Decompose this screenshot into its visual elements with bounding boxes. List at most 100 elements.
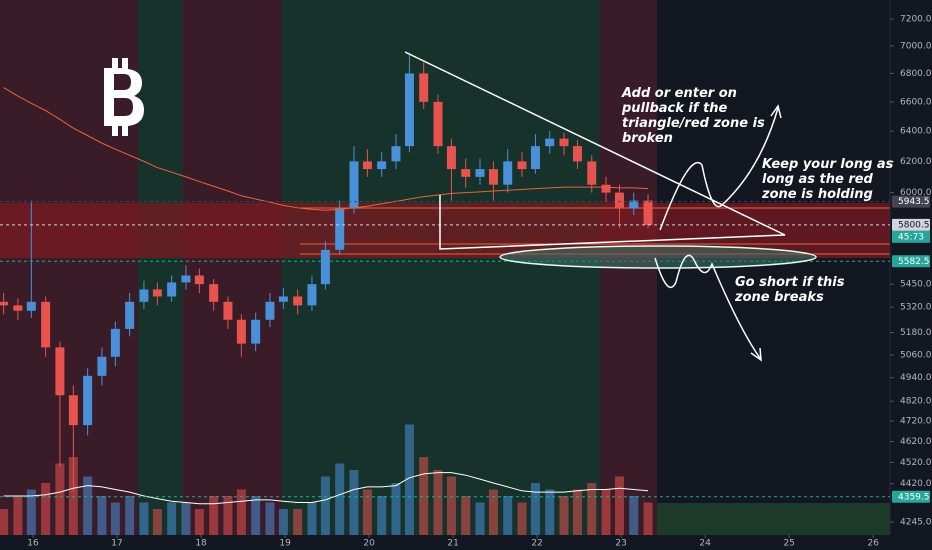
volume-bar bbox=[419, 457, 429, 535]
volume-bar bbox=[55, 463, 65, 535]
annotation: zone breaks bbox=[734, 290, 824, 305]
candle-body bbox=[41, 301, 51, 348]
price-label: 5800.5 bbox=[898, 220, 930, 230]
candle-body bbox=[55, 347, 65, 396]
y-tick-label: 5320.0 bbox=[900, 303, 932, 313]
volume-bar bbox=[278, 509, 288, 535]
volume-bar bbox=[97, 496, 107, 535]
volume-bar bbox=[587, 483, 597, 535]
volume-bar bbox=[41, 483, 51, 535]
x-tick-label: 24 bbox=[699, 539, 711, 549]
price-label-box bbox=[892, 195, 930, 208]
candle-body bbox=[236, 319, 246, 344]
candle-body bbox=[587, 161, 597, 185]
candle-body bbox=[293, 296, 303, 306]
candle-body bbox=[13, 305, 23, 311]
candle-body bbox=[461, 169, 471, 177]
candle-body bbox=[320, 249, 330, 285]
candle-body bbox=[223, 301, 233, 320]
y-tick-label: 4720.0 bbox=[900, 417, 932, 427]
price-label: 5582.5 bbox=[898, 257, 930, 267]
x-tick-label: 16 bbox=[27, 539, 39, 549]
candle-body bbox=[377, 161, 387, 170]
annotation: long as the red bbox=[762, 172, 874, 187]
x-tick-label: 21 bbox=[447, 539, 458, 549]
volume-bar bbox=[125, 496, 135, 535]
session-band bbox=[0, 0, 138, 535]
volume-bar bbox=[517, 502, 527, 535]
annotation: zone is holding bbox=[761, 187, 873, 202]
volume-bar bbox=[572, 489, 582, 535]
volume-bar bbox=[236, 489, 246, 535]
y-tick-label: 4820.0 bbox=[900, 397, 932, 407]
volume-bar bbox=[461, 496, 471, 535]
moving-average bbox=[3, 87, 649, 211]
candle-body bbox=[125, 301, 135, 329]
y-tick-label: 4620.0 bbox=[900, 437, 932, 447]
volume-bar bbox=[0, 509, 9, 535]
volume-band bbox=[657, 503, 890, 535]
volume-bar bbox=[139, 502, 149, 535]
volume-bar bbox=[223, 496, 233, 535]
session-band bbox=[138, 0, 183, 535]
x-tick-label: 22 bbox=[531, 539, 542, 549]
y-tick-label: 4245.0 bbox=[900, 518, 932, 528]
y-tick-label: 7000.0 bbox=[900, 41, 932, 51]
countdown-box bbox=[892, 230, 930, 243]
y-tick-label: 7200.0 bbox=[900, 14, 932, 24]
y-tick-label: 4420.0 bbox=[900, 479, 932, 489]
candle-body bbox=[26, 301, 36, 311]
y-tick-label: 6000.0 bbox=[900, 188, 932, 198]
volume-bar bbox=[614, 476, 624, 535]
candle-body bbox=[446, 146, 456, 170]
x-tick-label: 25 bbox=[783, 539, 794, 549]
volume-bar bbox=[559, 496, 569, 535]
annotation: Add or enter on bbox=[621, 86, 737, 101]
volume-bar bbox=[307, 502, 317, 535]
candle-body bbox=[97, 356, 107, 376]
annotation: Go short if this bbox=[735, 275, 845, 290]
volume-bar bbox=[167, 502, 177, 535]
candle-body bbox=[68, 395, 78, 426]
candle-body bbox=[391, 146, 401, 162]
y-tick-label: 5060.0 bbox=[900, 350, 932, 360]
candle-body bbox=[559, 138, 569, 147]
y-tick-label: 4520.0 bbox=[900, 458, 932, 468]
countdown: 45:73 bbox=[898, 232, 924, 242]
candle-body bbox=[167, 282, 177, 297]
candle-body bbox=[643, 200, 653, 225]
candle-body bbox=[517, 161, 527, 170]
annotation: broken bbox=[622, 131, 673, 146]
candle-body bbox=[278, 296, 288, 302]
candle-body bbox=[362, 161, 372, 170]
candle-body bbox=[545, 138, 555, 147]
volume-bar bbox=[391, 483, 401, 535]
y-tick-label: 6800.0 bbox=[900, 69, 932, 79]
candle-body bbox=[419, 73, 429, 102]
candle-body bbox=[530, 146, 540, 170]
volume-bar bbox=[209, 496, 219, 535]
volume-bar bbox=[433, 470, 443, 535]
annotation-drawing bbox=[404, 51, 817, 362]
volume-bar bbox=[265, 502, 275, 535]
candle-body bbox=[488, 169, 498, 185]
volume-bar bbox=[643, 502, 653, 535]
volume-bar bbox=[377, 496, 387, 535]
volume-moving-average bbox=[3, 472, 649, 505]
volume-bar bbox=[545, 489, 555, 535]
volume-bar bbox=[362, 489, 372, 535]
volume-bar bbox=[629, 496, 639, 535]
candle-body bbox=[335, 208, 345, 250]
candle-body bbox=[110, 328, 120, 357]
candle-body bbox=[601, 184, 611, 193]
annotation: Keep your long as bbox=[762, 157, 894, 172]
volume-bar bbox=[152, 509, 162, 535]
candle-body bbox=[349, 161, 359, 209]
price-label-box bbox=[892, 218, 930, 231]
bitcoin-logo bbox=[104, 58, 144, 136]
x-tick-label: 17 bbox=[111, 539, 122, 549]
y-tick-label: 5180.0 bbox=[900, 328, 932, 338]
price-label: 5943.5 bbox=[898, 197, 930, 207]
y-tick-label: 4940.0 bbox=[900, 373, 932, 383]
